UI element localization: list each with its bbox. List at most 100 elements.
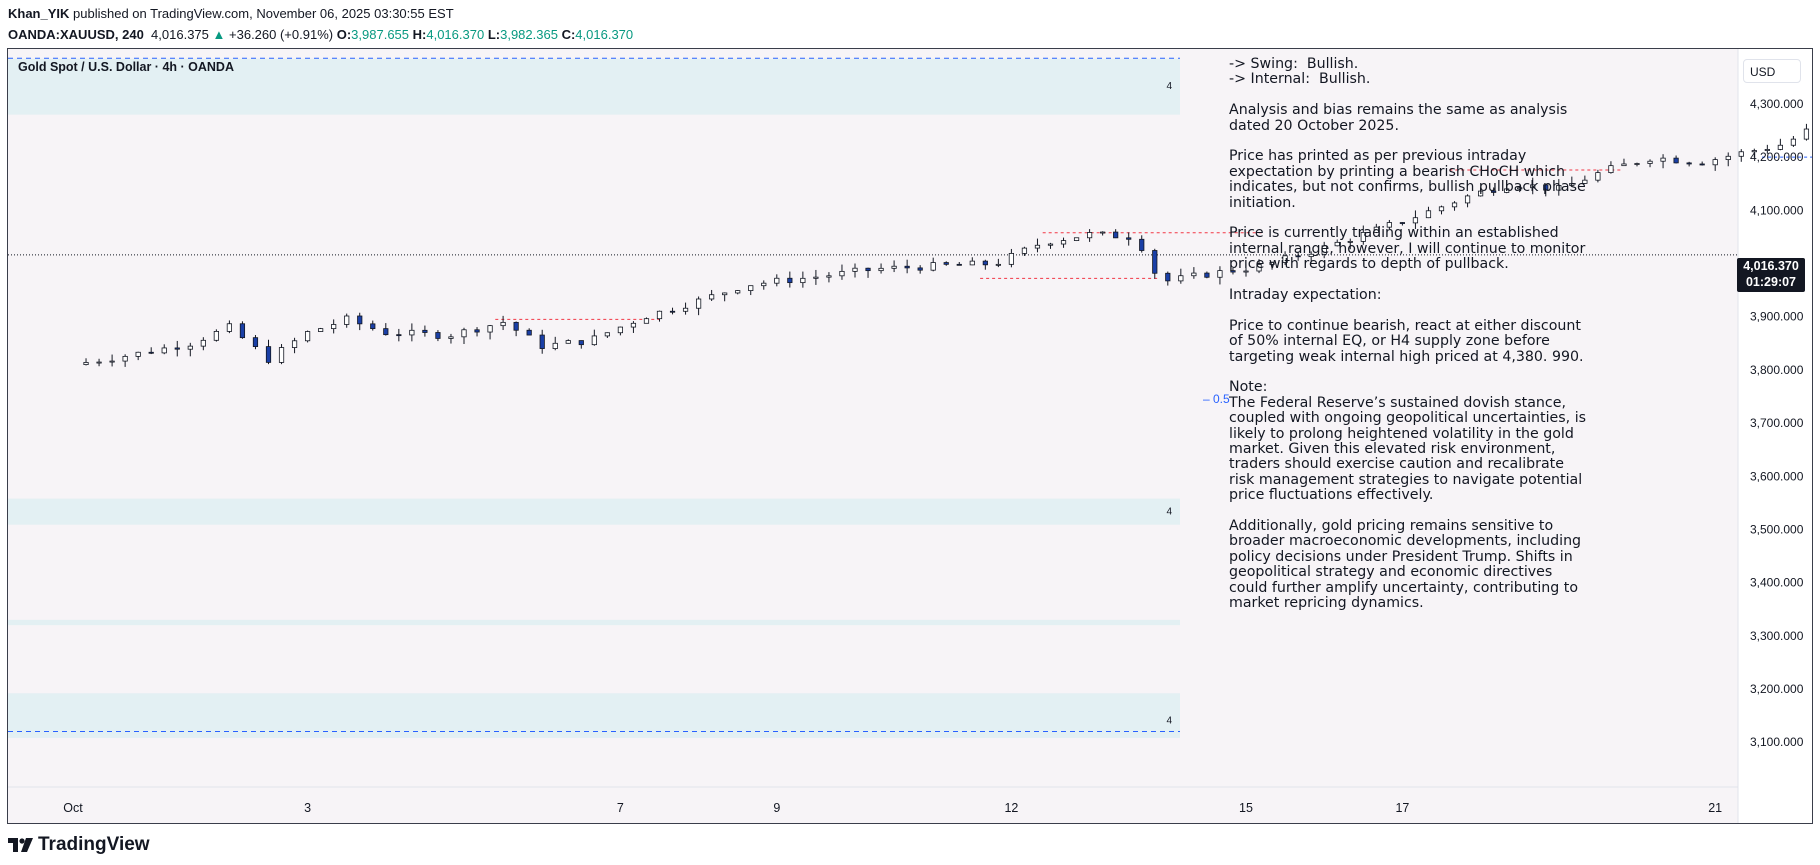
- candle-bullish: [696, 298, 702, 309]
- candle-bearish: [904, 265, 910, 269]
- candle-bearish: [1230, 270, 1236, 273]
- candle-bullish: [1373, 226, 1379, 233]
- candle-bullish: [161, 347, 167, 354]
- candle-bearish: [1295, 255, 1301, 258]
- symbol-label[interactable]: OANDA:XAUUSD, 240: [8, 27, 144, 42]
- publish-date: published on TradingView.com, November 0…: [69, 6, 454, 21]
- candle-bullish: [826, 275, 832, 278]
- candle-bullish: [1191, 272, 1197, 277]
- symbol-bar: OANDA:XAUUSD, 240 4,016.375 ▲ +36.260 (+…: [8, 27, 633, 42]
- candle-bullish: [1738, 151, 1744, 157]
- candle-bearish: [1152, 250, 1158, 274]
- open-value: 3,987.655: [351, 27, 410, 42]
- candle-bullish: [1777, 144, 1783, 150]
- candle-bearish: [526, 329, 532, 336]
- candle-bullish: [722, 292, 728, 296]
- candle-bearish: [357, 315, 363, 325]
- candle-bullish: [735, 290, 741, 294]
- x-axis-tick-label: 9: [773, 801, 780, 815]
- candle-bullish: [1269, 262, 1275, 265]
- x-axis-tick-label: Oct: [63, 801, 83, 815]
- y-axis-tick-label: 3,100.000: [1750, 735, 1804, 749]
- y-axis-tick-label: 4,300.000: [1750, 97, 1804, 111]
- supply-demand-zone: [8, 58, 1180, 115]
- candle-bullish: [200, 339, 206, 347]
- x-axis-tick-label: 15: [1239, 801, 1253, 815]
- candle-bullish: [1008, 253, 1015, 265]
- candle-bullish: [1308, 253, 1314, 257]
- candle-bullish: [331, 324, 337, 330]
- publish-info: Khan_YIK published on TradingView.com, N…: [8, 6, 454, 21]
- author-name[interactable]: Khan_YIK: [8, 6, 70, 21]
- candle-bullish: [318, 328, 324, 332]
- candle-bullish: [1256, 264, 1262, 272]
- candle-bullish: [187, 345, 193, 350]
- candle-bullish: [1334, 241, 1340, 247]
- candle-bearish: [422, 329, 428, 333]
- last-price: 4,016.375: [151, 27, 209, 42]
- y-axis-tick-label: 3,700.000: [1750, 416, 1804, 430]
- candle-bearish: [370, 323, 376, 330]
- tradingview-logo[interactable]: TradingView: [8, 834, 150, 856]
- candle-bearish: [1126, 237, 1132, 240]
- candle-bearish: [435, 332, 441, 339]
- candle-bearish: [669, 310, 676, 313]
- candle-bullish: [1478, 190, 1484, 197]
- x-axis-tick-label: 3: [304, 801, 311, 815]
- analysis-paragraph: -> Swing: Bullish. -> Internal: Bullish.: [1229, 56, 1371, 88]
- candle-bearish: [865, 267, 871, 272]
- candle-bullish: [1412, 217, 1419, 224]
- low-value: 3,982.365: [500, 27, 558, 42]
- fib-level-label: – 0.5: [1203, 392, 1230, 406]
- candle-bearish: [265, 346, 272, 363]
- candle-bullish: [1725, 155, 1731, 161]
- candle-bearish: [539, 334, 545, 349]
- close-value: 4,016.370: [575, 27, 634, 42]
- x-axis-tick-label: 17: [1395, 801, 1409, 815]
- bar-countdown: 01:29:07: [1745, 275, 1797, 289]
- candle-bearish: [1399, 222, 1405, 224]
- candle-bullish: [709, 294, 715, 300]
- y-axis-tick-label: 4,200.000: [1750, 150, 1804, 164]
- y-axis-tick-label: 3,200.000: [1750, 682, 1804, 696]
- analysis-note: -> Swing: Bullish. -> Internal: Bullish.…: [1229, 56, 1589, 627]
- candle-bullish: [1087, 232, 1093, 239]
- candle-bullish: [617, 326, 624, 334]
- candle-bullish: [813, 276, 819, 279]
- candle-bearish: [1673, 157, 1679, 164]
- candle-bullish: [1764, 149, 1770, 151]
- candle-bullish: [1073, 237, 1080, 241]
- candle-bullish: [995, 263, 1001, 266]
- x-axis-tick-label: 7: [617, 801, 624, 815]
- close-label: C:: [561, 27, 576, 42]
- price-chart[interactable]: 444– 0.54,300.0004,200.0004,100.0004,000…: [8, 49, 1812, 823]
- candle-bullish: [800, 277, 806, 284]
- analysis-paragraph: Analysis and bias remains the same as an…: [1229, 102, 1572, 134]
- candle-bullish: [1647, 160, 1653, 164]
- candle-bullish: [1060, 240, 1067, 245]
- low-label: L:: [487, 27, 501, 42]
- candle-bullish: [1634, 163, 1640, 165]
- zone-label: 4: [1166, 715, 1172, 726]
- candle-bullish: [1712, 159, 1718, 166]
- candle-bearish: [917, 267, 923, 271]
- high-value: 4,016.370: [426, 27, 485, 42]
- chart-legend: Gold Spot / U.S. Dollar · 4h · OANDA: [18, 60, 234, 74]
- candle-bullish: [448, 336, 454, 339]
- candle-bullish: [344, 315, 350, 325]
- candle-bullish: [1556, 185, 1562, 191]
- candle-bullish: [1243, 270, 1249, 273]
- candle-bullish: [1282, 255, 1288, 263]
- y-axis-tick-label: 3,600.000: [1750, 469, 1804, 483]
- currency-selector[interactable]: USD: [1743, 59, 1801, 83]
- candle-bearish: [1686, 162, 1692, 165]
- current-price-value: 4,016.370: [1743, 259, 1799, 273]
- candle-bearish: [982, 260, 988, 266]
- candle-bearish: [578, 340, 584, 346]
- candle-bullish: [1517, 187, 1523, 190]
- analysis-paragraph: Additionally, gold pricing remains sensi…: [1229, 518, 1586, 612]
- candle-bullish: [969, 260, 975, 266]
- candle-bullish: [552, 342, 558, 349]
- up-arrow-icon: ▲: [212, 27, 226, 42]
- candle-bullish: [1582, 179, 1588, 184]
